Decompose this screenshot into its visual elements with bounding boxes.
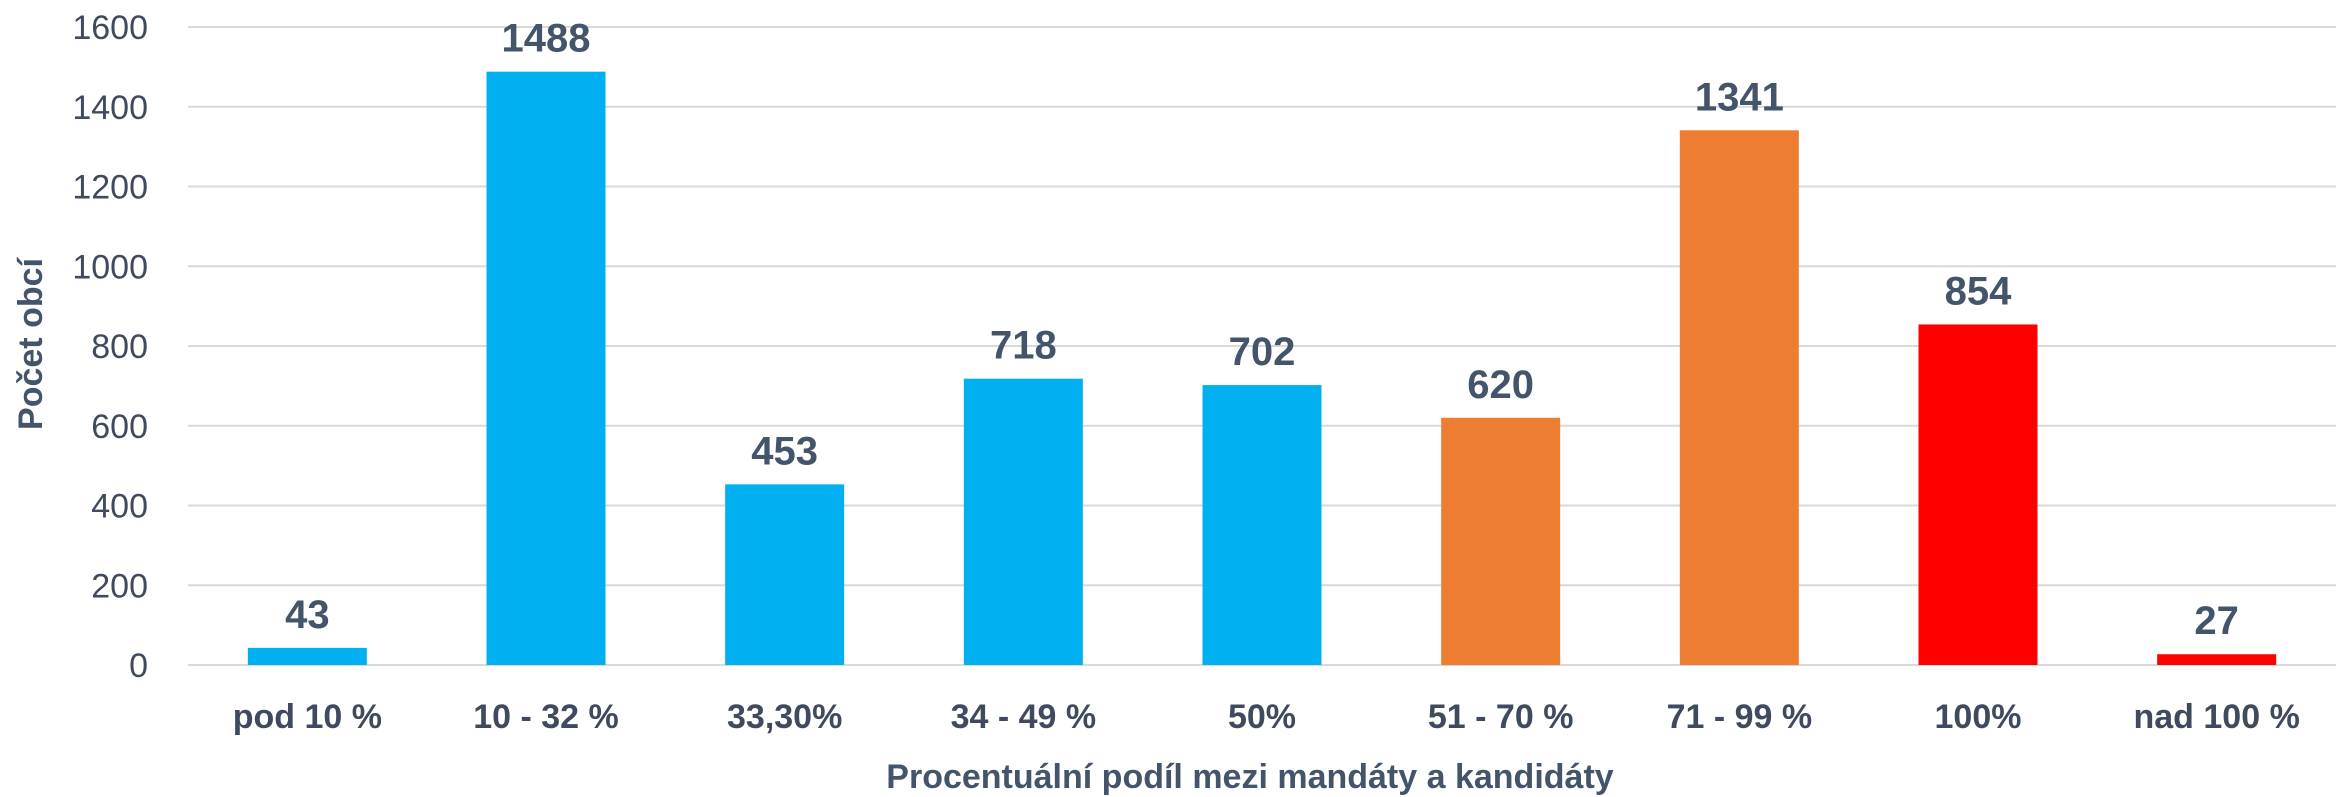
data-label: 453 [751,429,818,473]
x-tick-label: 33,30% [727,698,842,736]
x-axis-ticks: pod 10 % 10 - 32 % 33,30% 34 - 49 % 50% 51 - … [233,698,2300,736]
bar [1441,417,1561,665]
x-tick-label: 10 - 32 % [473,698,619,736]
x-tick-label: pod 10 % [233,698,382,736]
data-labels: 43 1488 453 718 702 620 1341 854 27 [285,17,2239,644]
data-label: 620 [1467,363,1534,407]
y-tick-label: 1200 [72,169,148,207]
data-label: 27 [2194,599,2239,643]
x-tick-label: 50% [1228,698,1296,736]
x-tick-label: 71 - 99 % [1667,698,1813,736]
bar [486,71,606,665]
y-tick-label: 200 [91,567,148,605]
bar [963,378,1083,665]
data-label: 854 [1945,269,2012,313]
y-axis-title: Počet obcí [12,256,50,429]
x-tick-label: 100% [1935,698,2022,736]
data-label: 718 [990,324,1057,368]
x-tick-label: 51 - 70 % [1428,698,1574,736]
y-tick-label: 1600 [72,9,148,47]
y-tick-label: 1400 [72,89,148,127]
y-tick-label: 800 [91,328,148,366]
y-tick-label: 400 [91,488,148,526]
bar [1918,324,2038,665]
y-tick-label: 600 [91,408,148,446]
bars [247,71,2277,665]
data-label: 43 [285,593,330,637]
data-label: 1488 [502,17,591,61]
bar [725,484,845,665]
x-tick-label: nad 100 % [2134,698,2300,736]
y-axis-ticks: 0 200 400 600 800 1000 1200 1400 1600 [72,9,148,685]
y-tick-label: 0 [129,647,148,685]
x-axis-title: Procentuální podíl mezi mandáty a kandid… [886,758,1613,796]
y-tick-label: 1000 [72,248,148,286]
x-tick-label: 34 - 49 % [951,698,1097,736]
data-label: 1341 [1695,75,1784,119]
data-label: 702 [1229,330,1296,374]
bar [1202,385,1322,665]
bar [2157,654,2277,665]
bar [1679,130,1799,665]
bar [247,647,367,665]
